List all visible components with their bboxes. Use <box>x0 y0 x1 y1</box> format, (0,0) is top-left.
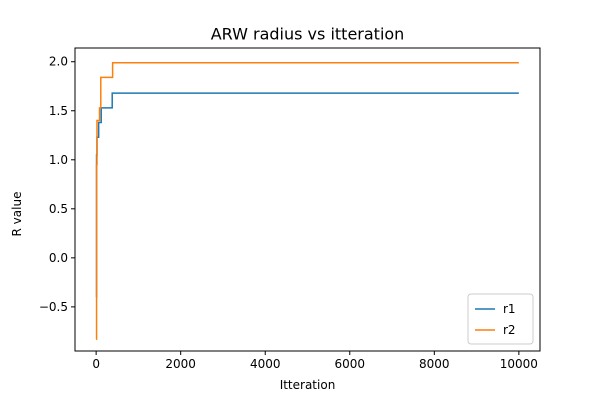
y-tick-label: 1.5 <box>49 104 68 118</box>
series-line-r2 <box>95 61 519 340</box>
y-tick-label: 1.0 <box>49 153 68 167</box>
y-tick-label: 0.0 <box>49 251 68 265</box>
x-axis: 0 2000 4000 6000 8000 10000 <box>92 351 538 371</box>
legend-box <box>467 293 534 345</box>
y-axis-label: R value <box>10 192 24 237</box>
legend: r1 r2 <box>467 293 534 345</box>
x-tick-label: 0 <box>92 357 100 371</box>
plot-area <box>74 47 541 352</box>
series-layer <box>95 61 519 340</box>
plot-frame <box>74 47 541 352</box>
x-tick-label: 2000 <box>165 357 196 371</box>
x-tick-label: 8000 <box>419 357 450 371</box>
legend-label: r2 <box>503 323 516 337</box>
y-axis: −0.5 0.0 0.5 1.0 1.5 2.0 <box>39 55 75 314</box>
x-axis-label: Itteration <box>280 378 336 392</box>
y-tick-label: 2.0 <box>49 55 68 69</box>
legend-label: r1 <box>503 302 516 316</box>
x-tick-label: 6000 <box>334 357 365 371</box>
y-tick-label: −0.5 <box>39 300 68 314</box>
x-tick-label: 10000 <box>500 357 538 371</box>
x-tick-label: 4000 <box>250 357 281 371</box>
chart-title: ARW radius vs itteration <box>211 25 405 44</box>
y-tick-label: 0.5 <box>49 202 68 216</box>
